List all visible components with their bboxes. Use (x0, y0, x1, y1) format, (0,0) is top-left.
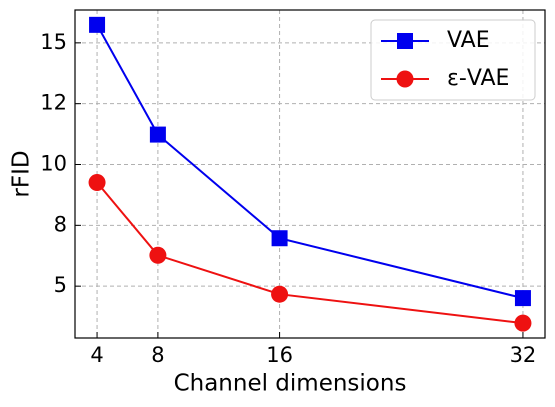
marker (271, 230, 288, 247)
marker (88, 174, 106, 192)
y-tick-label: 12 (40, 91, 67, 115)
x-tick-label: 4 (90, 343, 103, 367)
y-tick-label: 8 (54, 212, 67, 236)
legend-label: ε-VAE (447, 66, 509, 91)
legend-label: VAE (447, 28, 490, 53)
marker (514, 290, 531, 307)
marker (149, 246, 167, 264)
x-tick-label: 8 (151, 343, 164, 367)
x-axis-label: Channel dimensions (174, 371, 407, 397)
marker (396, 70, 414, 88)
y-axis-label: rFID (9, 150, 35, 197)
marker (149, 126, 166, 143)
y-tick-label: 10 (40, 152, 67, 176)
series-line (96, 24, 524, 300)
y-tick-label: 15 (40, 30, 67, 54)
y-tick-label: 5 (54, 273, 67, 297)
x-tick-label: 16 (266, 343, 293, 367)
marker (89, 16, 106, 33)
plot-frame (74, 9, 546, 339)
series-line (96, 181, 524, 325)
marker (514, 314, 532, 332)
legend: VAE ε-VAE (370, 19, 536, 101)
marker (397, 33, 413, 49)
x-tick-label: 32 (510, 343, 537, 367)
marker (271, 285, 289, 303)
